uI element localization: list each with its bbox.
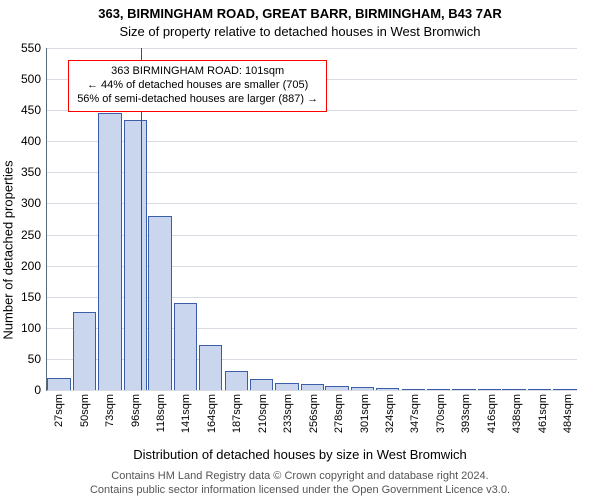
histogram-bar (98, 113, 121, 390)
x-tick-label: 416sqm (486, 390, 498, 433)
x-tick-label: 27sqm (53, 390, 65, 427)
footer-copyright-2: Contains public sector information licen… (0, 484, 600, 496)
y-tick-label: 200 (21, 259, 47, 273)
y-tick-label: 250 (21, 228, 47, 242)
footer-copyright-1: Contains HM Land Registry data © Crown c… (0, 470, 600, 482)
y-tick-label: 400 (21, 134, 47, 148)
y-tick-label: 50 (28, 352, 47, 366)
histogram-bar (47, 378, 70, 390)
y-tick-label: 550 (21, 41, 47, 55)
histogram-bar (124, 120, 147, 390)
y-tick-label: 0 (34, 383, 47, 397)
x-tick-label: 50sqm (79, 390, 91, 427)
x-tick-label: 301sqm (359, 390, 371, 433)
x-tick-label: 461sqm (537, 390, 549, 433)
x-tick-label: 141sqm (180, 390, 192, 433)
chart-container: 363, BIRMINGHAM ROAD, GREAT BARR, BIRMIN… (0, 0, 600, 500)
y-tick-label: 500 (21, 72, 47, 86)
histogram-bar (174, 303, 197, 390)
x-tick-label: 187sqm (231, 390, 243, 433)
x-tick-label: 210sqm (257, 390, 269, 433)
annotation-line: 363 BIRMINGHAM ROAD: 101sqm (77, 65, 318, 79)
x-tick-label: 96sqm (130, 390, 142, 427)
x-tick-label: 73sqm (104, 390, 116, 427)
histogram-bar (148, 216, 171, 390)
y-tick-label: 350 (21, 165, 47, 179)
x-tick-label: 347sqm (409, 390, 421, 433)
histogram-bar (73, 312, 96, 390)
annotation-line: 56% of semi-detached houses are larger (… (77, 93, 318, 107)
histogram-bar (250, 379, 273, 390)
gridline-y (47, 48, 577, 49)
histogram-bar (199, 345, 222, 390)
histogram-bar (225, 371, 248, 390)
chart-title-line1: 363, BIRMINGHAM ROAD, GREAT BARR, BIRMIN… (0, 6, 600, 21)
y-axis-label: Number of detached properties (1, 160, 16, 339)
plot-area: 05010015020025030035040045050055027sqm50… (46, 48, 577, 391)
x-tick-label: 256sqm (308, 390, 320, 433)
histogram-bar (275, 383, 298, 390)
x-axis-label: Distribution of detached houses by size … (0, 447, 600, 462)
x-tick-label: 164sqm (206, 390, 218, 433)
y-tick-label: 150 (21, 290, 47, 304)
annotation-box: 363 BIRMINGHAM ROAD: 101sqm← 44% of deta… (68, 60, 327, 111)
x-tick-label: 324sqm (384, 390, 396, 433)
y-tick-label: 300 (21, 196, 47, 210)
chart-title-line2: Size of property relative to detached ho… (0, 24, 600, 39)
x-tick-label: 278sqm (333, 390, 345, 433)
x-tick-label: 393sqm (460, 390, 472, 433)
x-tick-label: 370sqm (435, 390, 447, 433)
y-tick-label: 100 (21, 321, 47, 335)
y-tick-label: 450 (21, 103, 47, 117)
annotation-line: ← 44% of detached houses are smaller (70… (77, 79, 318, 93)
x-tick-label: 233sqm (282, 390, 294, 433)
x-tick-label: 484sqm (562, 390, 574, 433)
x-tick-label: 438sqm (511, 390, 523, 433)
x-tick-label: 118sqm (155, 390, 167, 432)
